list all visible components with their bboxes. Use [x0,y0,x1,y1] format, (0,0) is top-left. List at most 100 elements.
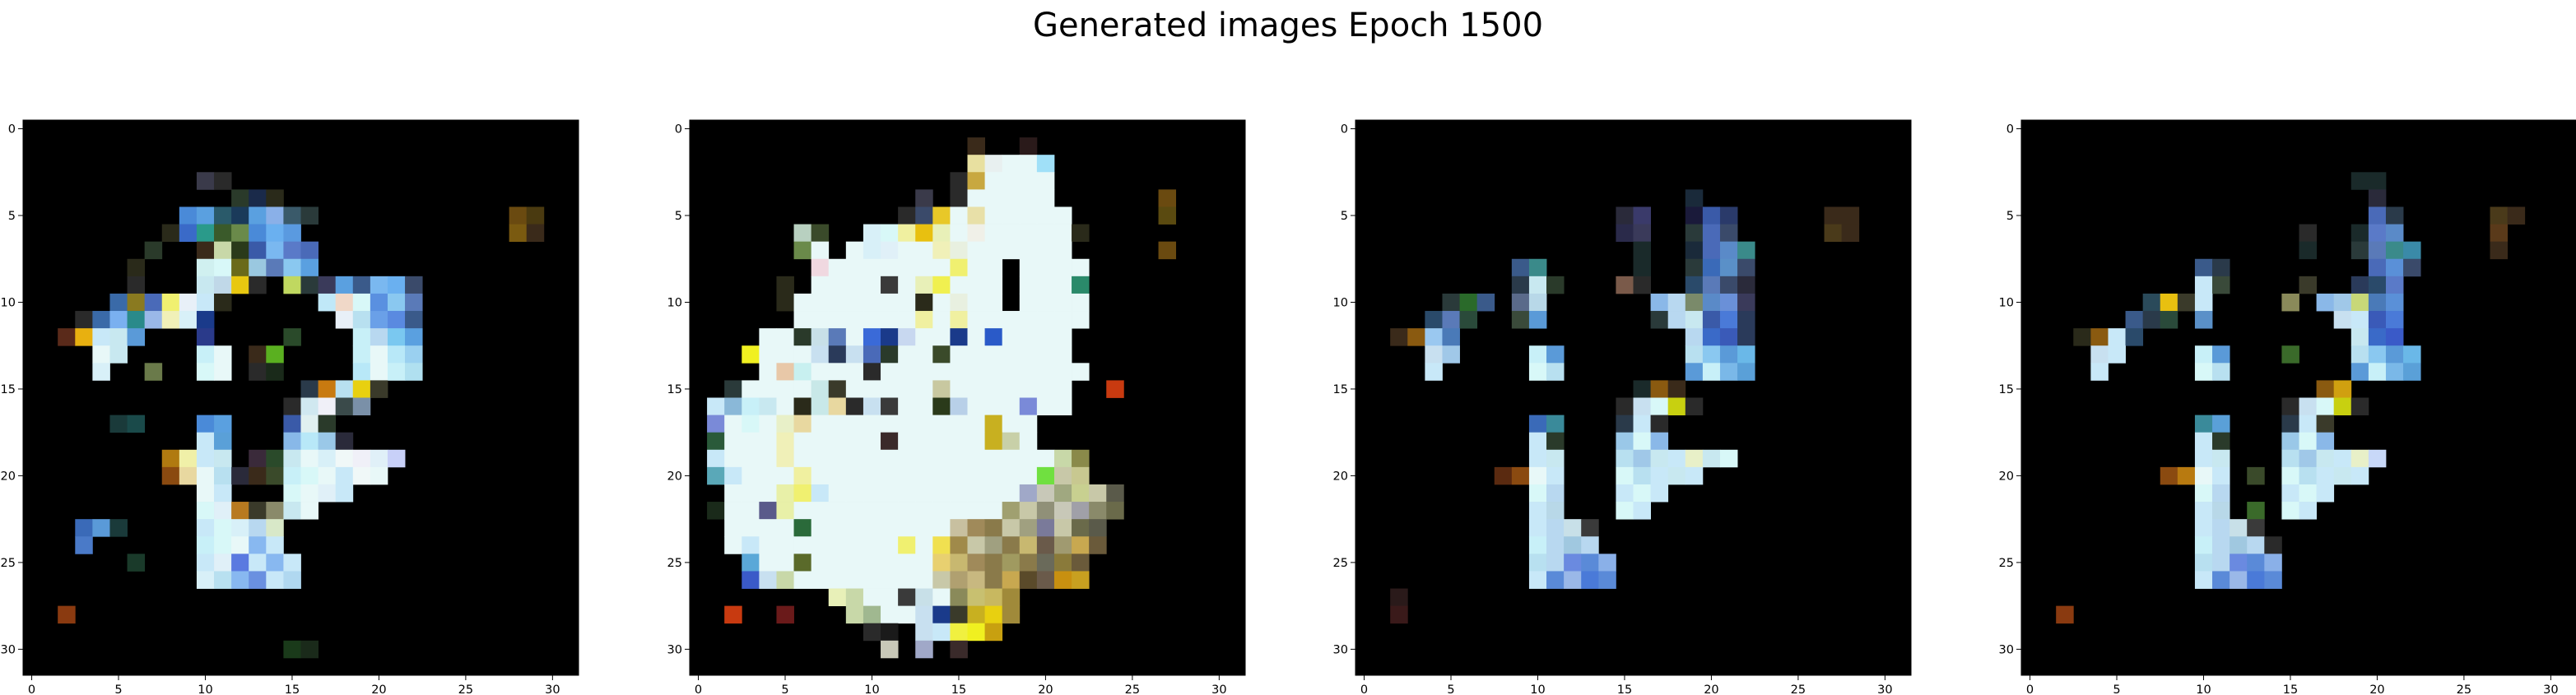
image-pixel [1072,449,1090,468]
image-pixel [776,536,794,554]
image-pixel [724,466,742,485]
image-pixel [1685,206,1704,225]
image-pixel [984,415,1003,433]
image-pixel [1036,397,1055,415]
image-pixel [214,536,232,554]
image-pixel [1053,554,1072,572]
image-pixel [1053,519,1072,537]
image-pixel [1511,276,1530,294]
image-pixel [109,519,128,537]
image-pixel [2385,345,2404,364]
image-pixel [1019,536,1038,554]
image-pixel [1737,276,1755,294]
image-pixel [1036,536,1055,554]
image-pixel [1702,258,1721,277]
image-pixel [1685,363,1704,381]
image-pixel [1616,466,1634,485]
image-pixel [2247,502,2265,520]
image-pixel [1053,276,1072,294]
image-pixel [984,466,1003,485]
image-pixel [967,345,985,364]
image-pixel [1528,363,1547,381]
image-pixel [352,328,371,346]
image-pixel [967,397,985,415]
image-pixel [405,311,423,329]
x-tick-label: 15 [285,683,300,695]
image-pixel [1633,258,1651,277]
image-pixel [950,258,968,277]
image-pixel [335,484,354,503]
image-pixel [707,502,725,520]
y-tick-label: 15 [1333,383,1348,396]
image-pixel [161,466,180,485]
image-pixel [249,363,267,381]
image-pixel [1036,466,1055,485]
image-pixel [811,397,830,415]
image-pixel [950,554,968,572]
image-pixel [2333,380,2352,398]
image-pixel [2299,484,2317,503]
image-pixel [967,623,985,642]
image-pixel [2281,466,2299,485]
image-pixel [161,293,180,312]
image-pixel [2281,432,2299,451]
image-pixel [881,502,899,520]
image-pixel [967,311,985,329]
image-pixel [1616,484,1634,503]
image-pixel [881,466,899,485]
image-pixel [915,502,933,520]
x-tick-label: 25 [1125,683,1140,695]
image-pixel [915,189,933,207]
image-pixel [724,536,742,554]
image-pixel [318,293,337,312]
image-pixel [1737,241,1755,260]
x-tick-label: 15 [951,683,966,695]
image-pixel [214,554,232,572]
image-pixel [2212,449,2230,468]
image-pixel [1002,588,1021,607]
image-pixel [231,502,249,520]
image-pixel [1019,363,1038,381]
image-pixel [776,276,794,294]
image-pixel [898,502,916,520]
image-pixel [776,293,794,312]
image-pixel [196,502,215,520]
image-pixel [1002,519,1021,537]
image-pixel [2316,449,2335,468]
image-pixel [1546,554,1565,572]
image-pixel [724,484,742,503]
image-pixel [1528,293,1547,312]
image-pixel [984,155,1003,173]
image-pixel [335,276,354,294]
image-pixel [967,466,985,485]
image-pixel [2212,519,2230,537]
image-pixel [2350,449,2369,468]
image-pixel [266,241,284,260]
image-pixel [2194,363,2213,381]
image-pixel [915,554,933,572]
image-pixel [898,224,916,243]
image-pixel [793,466,812,485]
image-pixel [898,449,916,468]
image-pixel [1158,241,1177,260]
image-pixel [1019,206,1038,225]
image-pixel [179,311,198,329]
image-pixel [845,466,864,485]
image-pixel [127,554,146,572]
image-pixel [231,258,249,277]
image-pixel [1667,293,1686,312]
image-pixel [863,623,881,642]
image-pixel [950,536,968,554]
image-pixel [1633,502,1651,520]
image-pixel [2073,328,2091,346]
image-pixel [1036,206,1055,225]
image-pixel [984,189,1003,207]
image-pixel [2368,258,2387,277]
image-pixel [863,502,881,520]
image-pixel [1053,449,1072,468]
image-pixel [1564,554,1582,572]
image-pixel [1685,258,1704,277]
image-pixel [2160,466,2178,485]
image-pixel [196,519,215,537]
image-pixel [915,206,933,225]
